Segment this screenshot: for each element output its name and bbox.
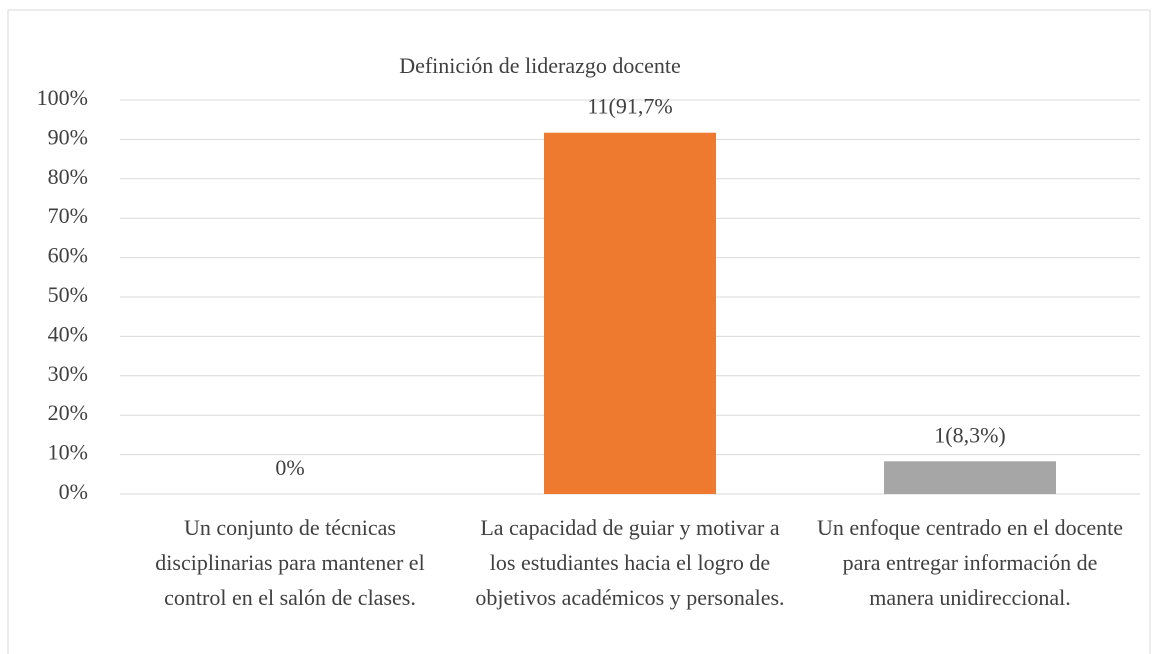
y-tick-label: 40% (48, 321, 88, 346)
y-tick-label: 50% (48, 282, 88, 307)
x-tick-label: Un enfoque centrado en el docente para e… (816, 515, 1124, 610)
value-label: 1(8,3%) (934, 422, 1005, 447)
y-tick-label: 20% (48, 400, 88, 425)
chart-title: Definición de liderazgo docente (399, 53, 681, 78)
y-tick-label: 30% (48, 361, 88, 386)
value-label: 11(91,7% (587, 94, 672, 119)
x-tick-label: La capacidad de guiar y motivar a los es… (475, 515, 785, 610)
y-tick-label: 90% (48, 124, 88, 149)
y-tick-label: 60% (48, 243, 88, 268)
x-tick-label: Un conjunto de técnicas disciplinarias p… (155, 515, 425, 610)
value-label: 0% (275, 455, 304, 480)
bar (884, 461, 1056, 494)
chart-border (7, 9, 1151, 654)
bar (544, 132, 716, 494)
y-tick-label: 100% (37, 85, 88, 110)
y-tick-label: 0% (59, 479, 88, 504)
y-tick-label: 10% (48, 440, 88, 465)
y-tick-label: 70% (48, 203, 88, 228)
y-tick-label: 80% (48, 164, 88, 189)
